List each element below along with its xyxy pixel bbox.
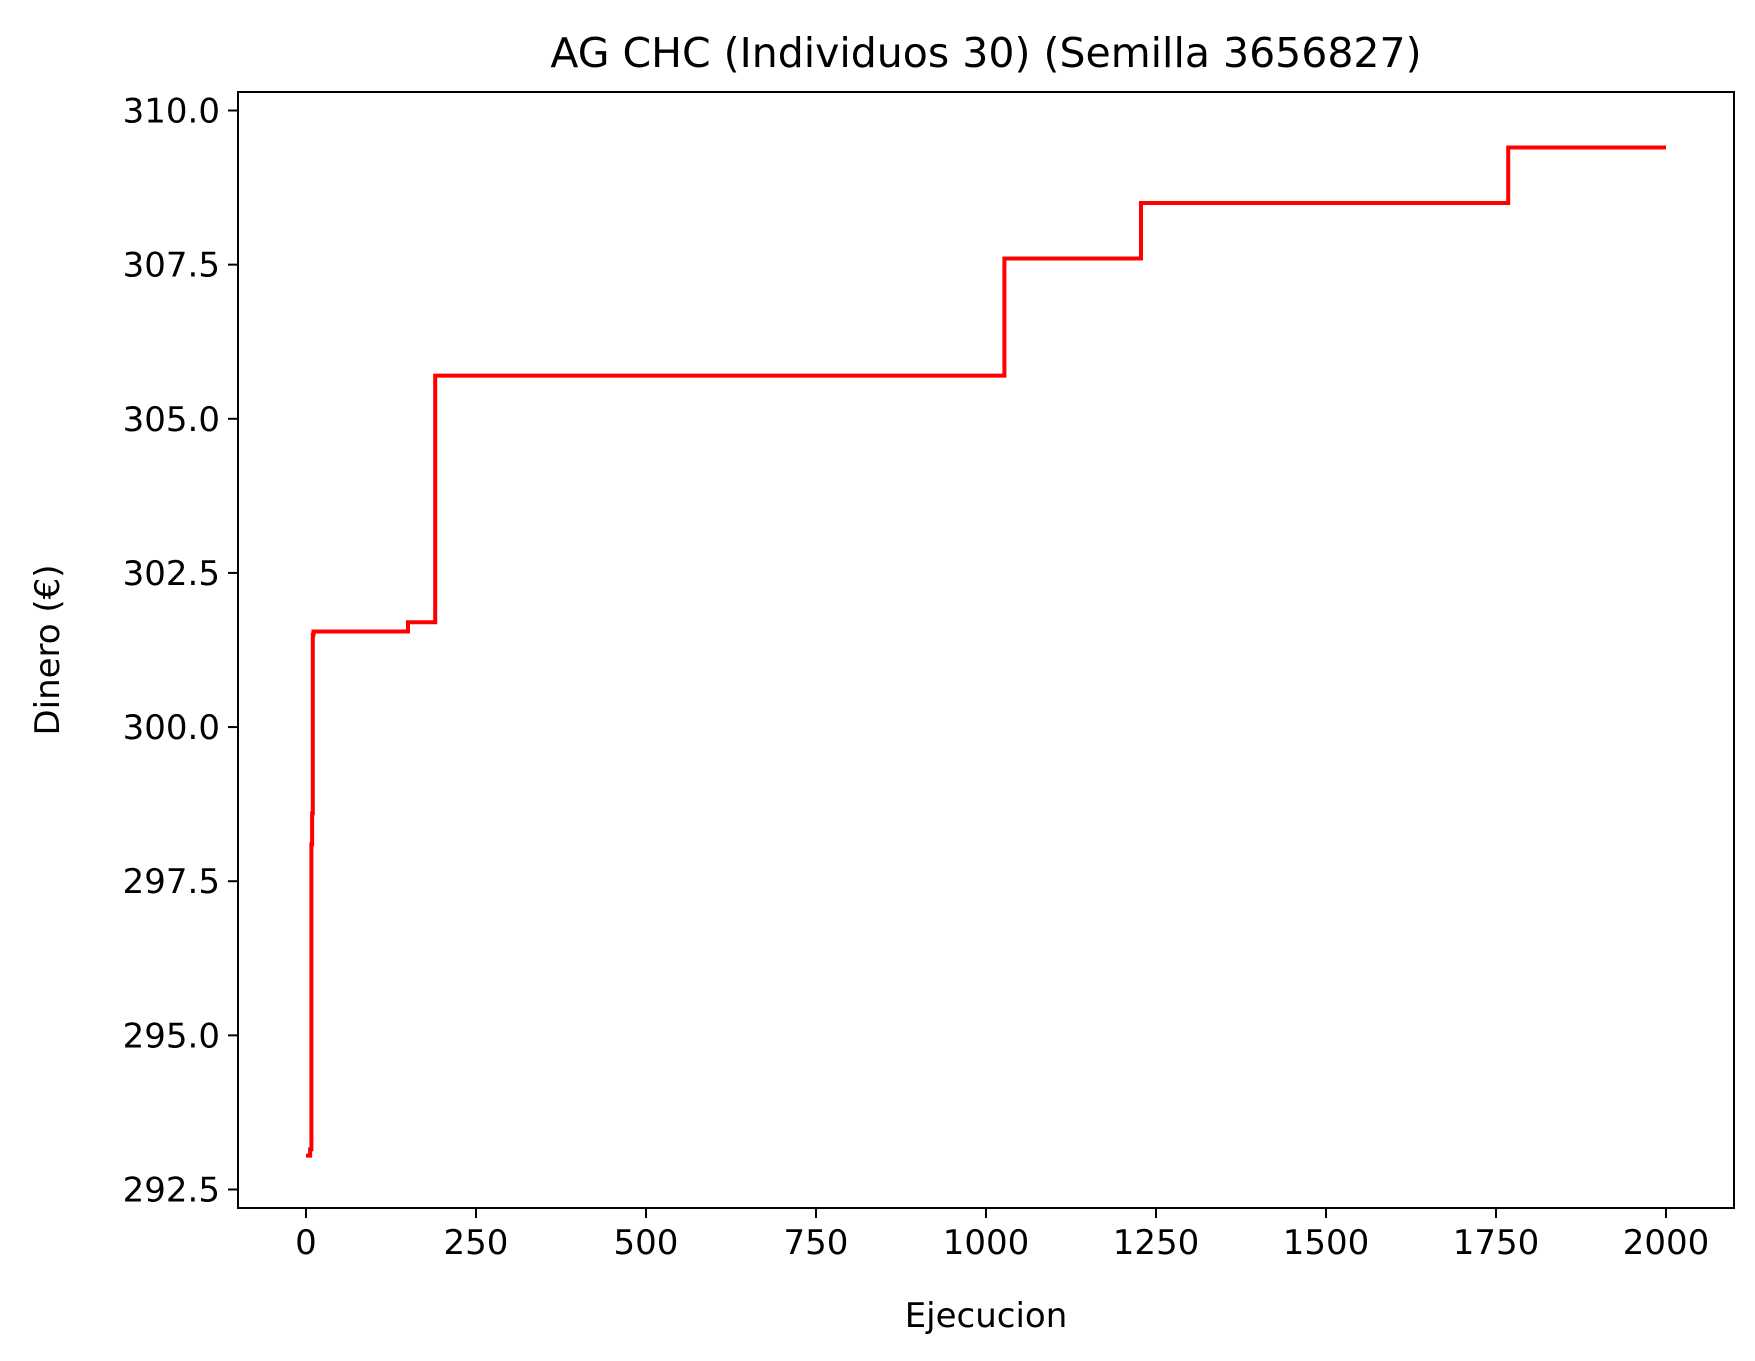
y-tick-label: 307.5 (123, 246, 220, 286)
y-axis-label: Dinero (€) (28, 564, 68, 735)
x-tick-label: 1750 (1453, 1223, 1540, 1263)
y-tick-label: 292.5 (123, 1171, 220, 1211)
y-tick-label: 302.5 (123, 554, 220, 594)
y-tick-label: 310.0 (123, 91, 220, 131)
x-tick-label: 2000 (1623, 1223, 1710, 1263)
x-tick-label: 1000 (943, 1223, 1030, 1263)
x-tick-label: 250 (444, 1223, 509, 1263)
x-tick-label: 1250 (1113, 1223, 1200, 1263)
y-tick-label: 295.0 (123, 1016, 220, 1056)
plot-area (306, 145, 1666, 1158)
chart-title: AG CHC (Individuos 30) (Semilla 3656827) (550, 29, 1421, 77)
x-axis: 0 250 500 750 1000 1250 1500 1750 2000 (295, 1208, 1709, 1263)
plot-frame (237, 91, 1735, 1209)
x-tick-label: 500 (614, 1223, 679, 1263)
x-axis-label: Ejecucion (905, 1296, 1068, 1336)
x-tick-label: 1500 (1283, 1223, 1370, 1263)
x-tick-label: 0 (295, 1223, 317, 1263)
y-tick-label: 297.5 (123, 862, 220, 902)
y-tick-label: 305.0 (123, 400, 220, 440)
y-axis: 292.5 295.0 297.5 300.0 302.5 305.0 307.5 310.0 (123, 91, 238, 1211)
series-line (306, 145, 1666, 1158)
x-tick-label: 750 (784, 1223, 849, 1263)
y-tick-label: 300.0 (123, 708, 220, 748)
